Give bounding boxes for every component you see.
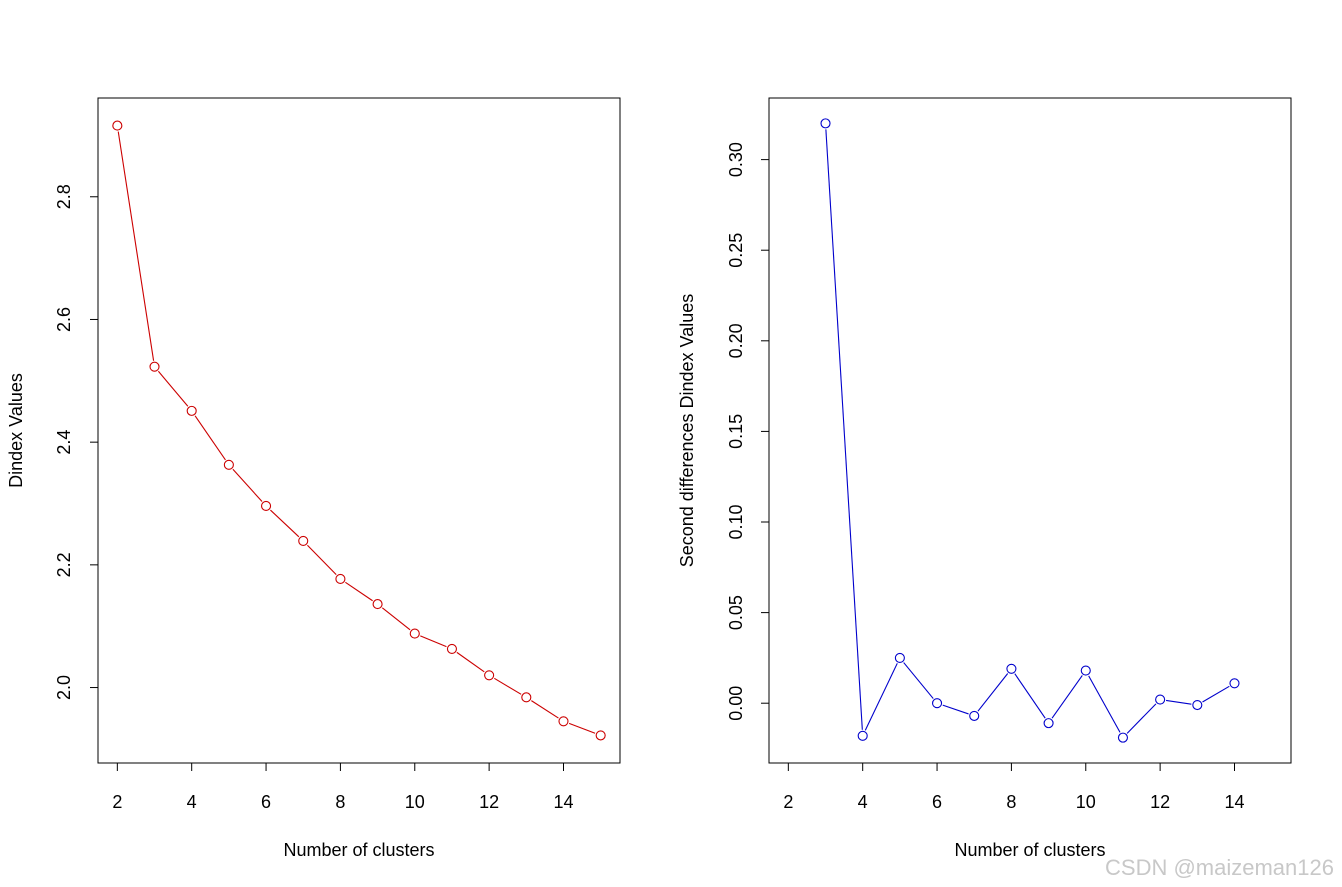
series-segment [307, 544, 337, 576]
series-segment [157, 370, 189, 407]
data-point [484, 670, 495, 681]
y-tick-label: 0.05 [726, 595, 746, 630]
y-tick-label: 2.8 [54, 184, 74, 209]
x-tick-label: 10 [405, 792, 425, 812]
data-point [112, 120, 123, 131]
series-segment [1165, 699, 1192, 705]
chart-panel-1: 2 4 6 8 10 12 14 2.0 2.2 2.4 2.6 2.8 Number of clust… [6, 97, 621, 860]
data-point [335, 573, 346, 585]
data-point [820, 118, 831, 129]
x-tick-label: 6 [261, 792, 271, 812]
plot-frame [768, 97, 1292, 764]
series-segment [1014, 673, 1046, 719]
series-segment [1202, 685, 1230, 703]
x-tick-label: 2 [112, 792, 122, 812]
data-point [298, 535, 309, 546]
data-point [558, 716, 569, 727]
x-tick-label: 4 [187, 792, 197, 812]
series-segment [864, 663, 898, 731]
x-tick-label: 8 [335, 792, 345, 812]
x-tick-label: 4 [858, 792, 868, 812]
data-point [521, 692, 532, 703]
chart-panel-2: 2 4 6 8 10 12 14 0.00 0.05 0.10 0.15 0.20 0.25 0.30 Nu… [677, 97, 1292, 860]
y-tick-label: 2.2 [54, 552, 74, 577]
series-segment [568, 722, 596, 734]
series-segment [194, 415, 226, 461]
plot-frame [97, 97, 621, 764]
data-point [223, 459, 234, 470]
y-tick-label: 0.25 [726, 233, 746, 268]
data-point [409, 628, 420, 639]
series-segment [903, 662, 934, 699]
x-tick-label: 14 [553, 792, 573, 812]
series-segment [977, 673, 1009, 712]
data-point [1006, 663, 1017, 674]
x-tick-label: 2 [783, 792, 793, 812]
data-point [1192, 699, 1203, 711]
y-tick-label: 0.00 [726, 686, 746, 721]
x-tick-label: 14 [1224, 792, 1244, 812]
series-segment [825, 129, 863, 730]
x-tick-label: 12 [479, 792, 499, 812]
data-point [595, 730, 606, 741]
series-segment [420, 635, 447, 648]
data-point [1080, 665, 1091, 676]
y-tick-label: 0.30 [726, 142, 746, 177]
data-point [446, 643, 457, 654]
data-point [857, 730, 868, 741]
series-segment [456, 651, 485, 673]
data-point [1043, 718, 1054, 729]
y-axis-label: Second differences Dindex Values [677, 294, 697, 568]
data-point [1229, 678, 1240, 689]
x-tick-label: 8 [1006, 792, 1016, 812]
data-point [149, 361, 160, 372]
series-segment [1126, 703, 1157, 734]
series-segment [117, 131, 155, 361]
watermark: CSDN @maizeman126 [1105, 855, 1334, 880]
series-segment [1088, 675, 1121, 733]
series-segment [942, 704, 969, 715]
data-point [261, 500, 272, 512]
x-tick-label: 6 [932, 792, 942, 812]
x-tick-label: 12 [1150, 792, 1170, 812]
x-axis-label: Number of clusters [283, 840, 434, 860]
x-axis-label: Number of clusters [954, 840, 1105, 860]
data-point [894, 652, 905, 663]
data-point [932, 698, 943, 709]
data-point [372, 599, 383, 610]
data-point [186, 405, 197, 416]
y-tick-label: 0.10 [726, 504, 746, 539]
x-tick-label: 10 [1076, 792, 1096, 812]
data-point [1155, 694, 1166, 705]
series-segment [381, 607, 411, 631]
y-tick-label: 0.15 [726, 414, 746, 449]
y-axis-label: Dindex Values [6, 373, 26, 488]
series-segment [1051, 675, 1083, 719]
y-tick-label: 0.20 [726, 323, 746, 358]
series-segment [270, 509, 300, 538]
series-segment [345, 581, 373, 602]
series-segment [494, 677, 522, 695]
series-segment [531, 700, 559, 719]
data-point [969, 710, 980, 721]
y-tick-label: 2.0 [54, 675, 74, 700]
data-point [1117, 732, 1128, 743]
y-tick-label: 2.4 [54, 430, 74, 455]
series-segment [232, 468, 263, 502]
y-tick-label: 2.6 [54, 307, 74, 332]
